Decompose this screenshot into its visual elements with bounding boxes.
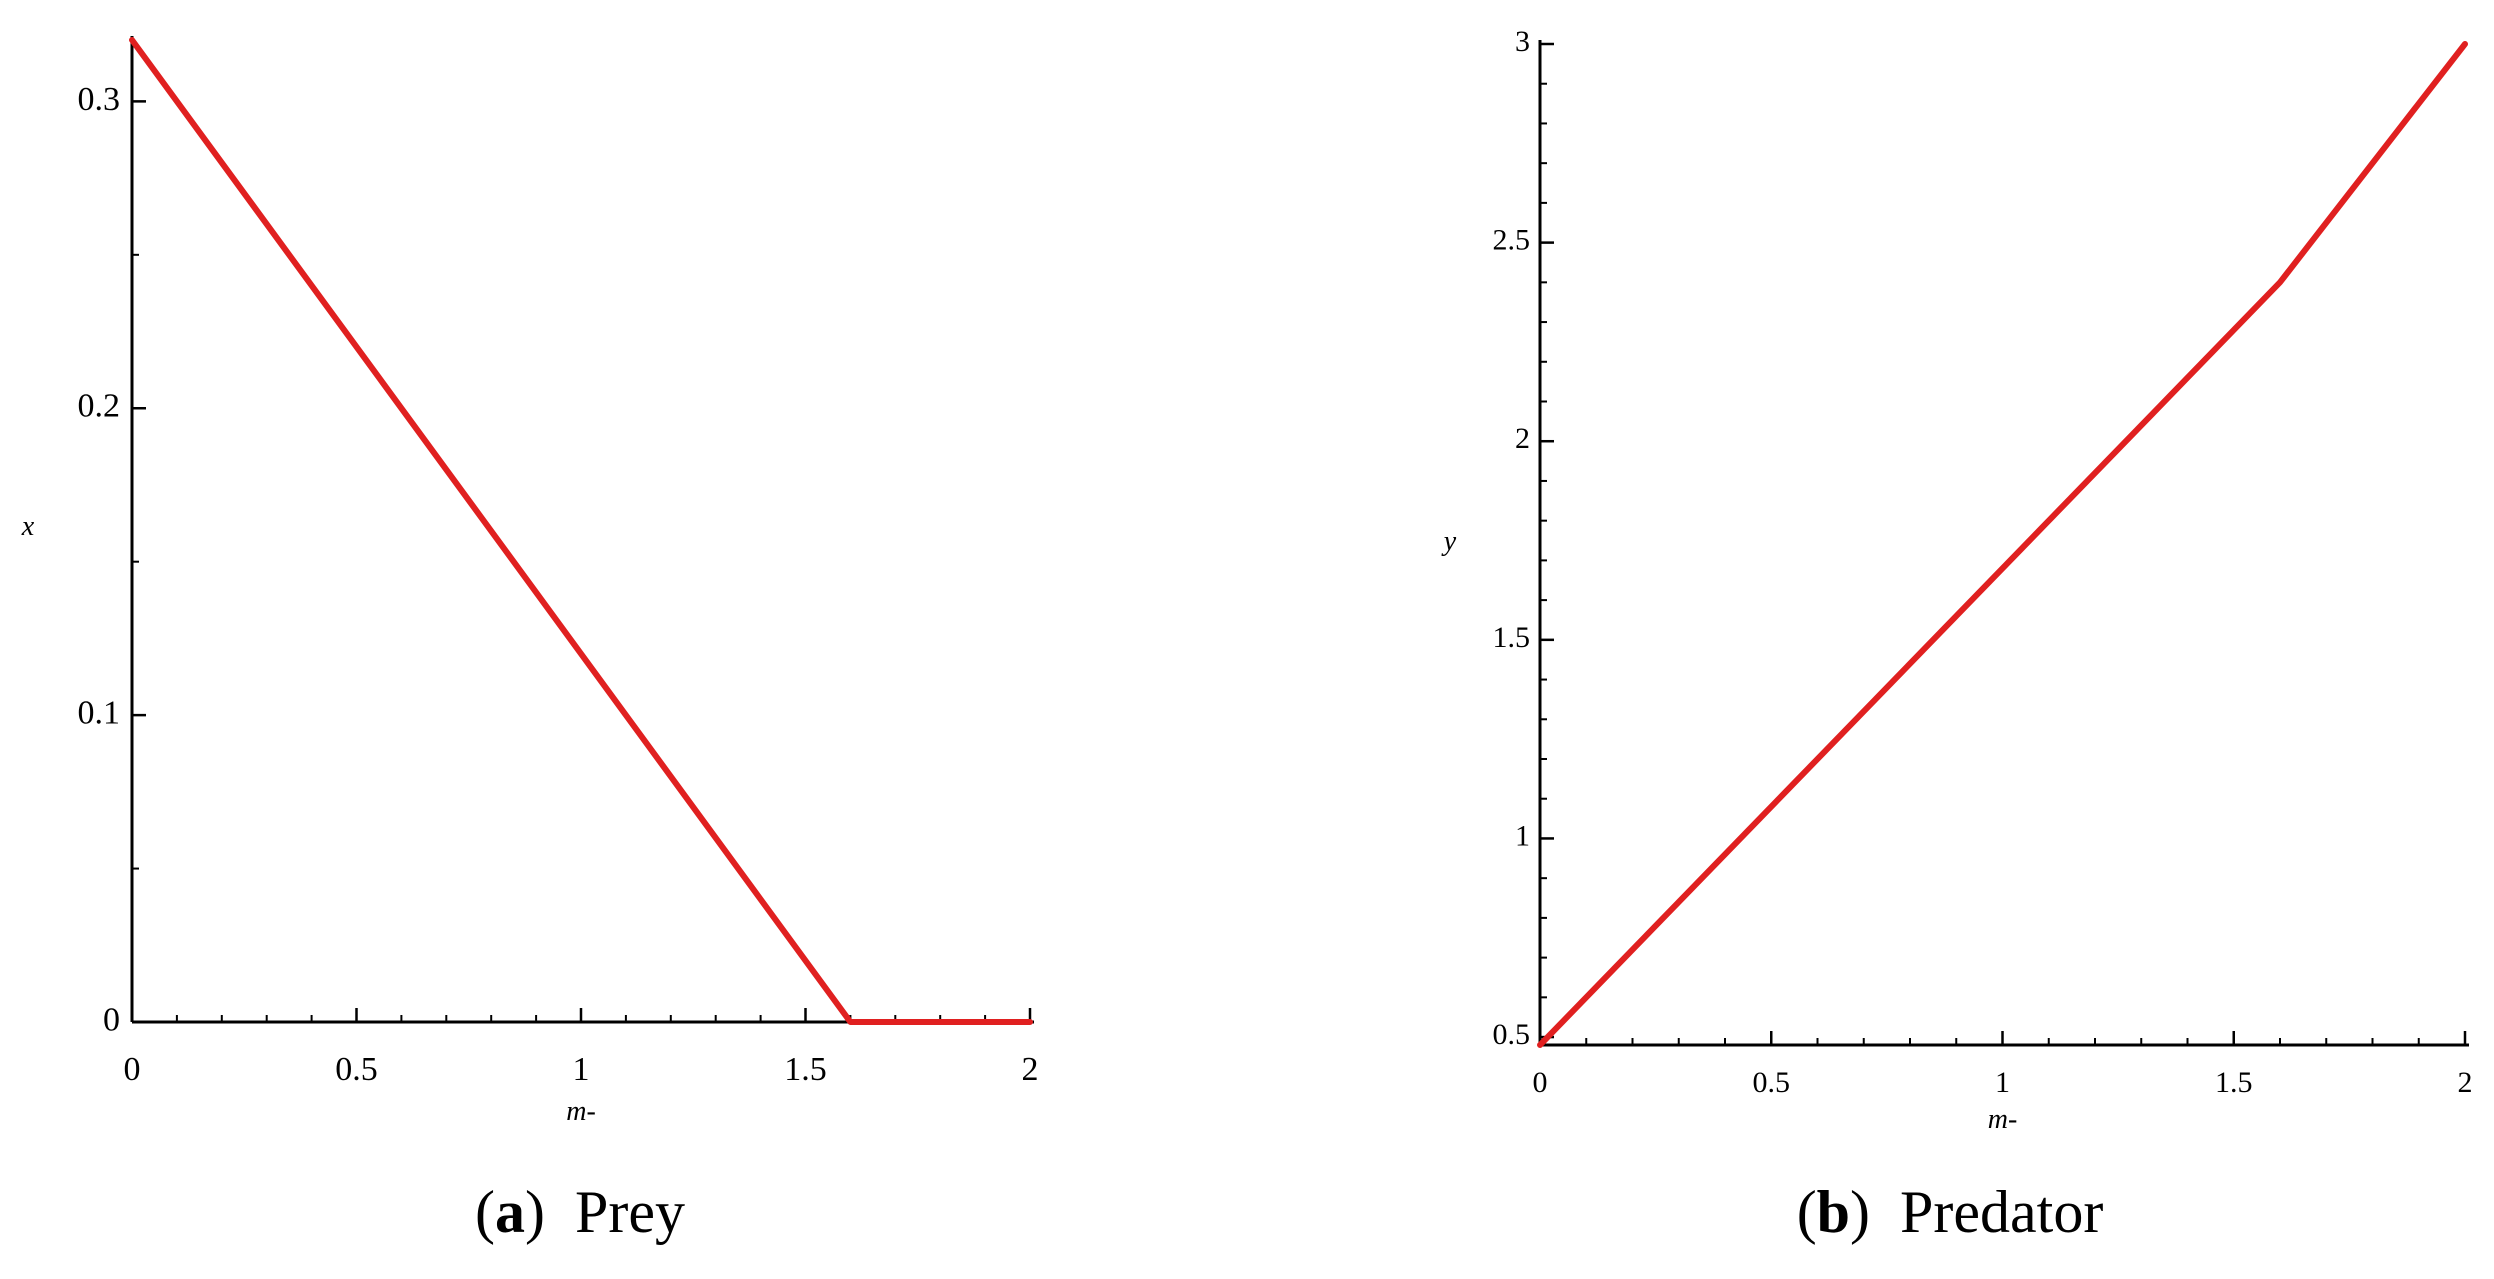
x-tick-label: 0.5 [335, 1051, 378, 1088]
y-tick-label: 1.5 [1493, 621, 1531, 654]
x-tick-label: 2 [2458, 1066, 2473, 1099]
panel-caption: (b) Predator [1797, 1179, 2104, 1245]
x-tick-label: 0.5 [1753, 1066, 1791, 1099]
y-axis-title: y [1441, 526, 1457, 557]
y-tick-label: 0 [103, 1001, 120, 1038]
caption-letter: a [495, 1179, 525, 1245]
x-tick-label: 1 [573, 1051, 590, 1088]
y-tick-label: 1 [1515, 819, 1530, 852]
caption-paren-open: ( [475, 1179, 495, 1245]
y-tick-label: 0.1 [78, 695, 121, 732]
x-tick-label: 1.5 [2215, 1066, 2253, 1099]
prey-panel: 0 0.1 0.2 0.3 0 0.5 1 1.5 2 m-x (a) Prey [21, 36, 1039, 1245]
x-tick-label: 2 [1022, 1051, 1039, 1088]
y-tick-label: 0.5 [1493, 1018, 1531, 1051]
x-tick-label: 0 [124, 1051, 141, 1088]
y-tick-label: 0.2 [78, 388, 121, 425]
series-line [1537, 41, 2468, 1048]
x-tick-label: 1.5 [784, 1051, 827, 1088]
y-tick-label: 2.5 [1493, 224, 1531, 257]
y-tick-label: 0.3 [78, 81, 121, 118]
y-tick-label: 3 [1515, 25, 1530, 58]
caption-text: Predator [1900, 1179, 2103, 1245]
series-line [129, 37, 1033, 1025]
x-tick-label: 0 [1533, 1066, 1548, 1099]
caption-paren-close: ) [1850, 1179, 1900, 1245]
x-tick-label: 1 [1995, 1066, 2010, 1099]
x-axis-title: m- [1988, 1104, 2018, 1135]
y-axis-title: x [21, 511, 35, 542]
x-axis-title: m- [566, 1096, 596, 1127]
y-tick-label: 2 [1515, 422, 1530, 455]
caption-paren-open: ( [1797, 1179, 1817, 1245]
caption-paren-close: ) [525, 1179, 575, 1245]
predator-panel: 0.511.522.530 0.5 1 1.5 2m-y(b) Predator [1441, 25, 2473, 1245]
panel-caption: (a) Prey [475, 1179, 685, 1245]
caption-text: Prey [575, 1179, 685, 1245]
caption-letter: b [1817, 1179, 1850, 1245]
